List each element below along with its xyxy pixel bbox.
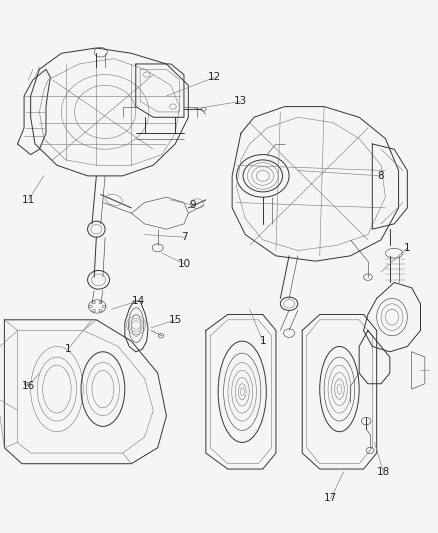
Text: 7: 7	[180, 232, 187, 242]
Text: 1: 1	[64, 344, 71, 354]
Text: 18: 18	[377, 467, 390, 477]
Text: 1: 1	[404, 243, 411, 253]
Text: 15: 15	[169, 315, 182, 325]
Text: 13: 13	[234, 96, 247, 106]
Text: 9: 9	[189, 200, 196, 210]
Text: 14: 14	[131, 296, 145, 306]
Text: 12: 12	[208, 72, 221, 82]
Text: 10: 10	[177, 259, 191, 269]
Text: 16: 16	[22, 382, 35, 391]
Text: 1: 1	[259, 336, 266, 346]
Text: 11: 11	[22, 195, 35, 205]
Text: 8: 8	[378, 171, 385, 181]
Text: 17: 17	[324, 494, 337, 503]
